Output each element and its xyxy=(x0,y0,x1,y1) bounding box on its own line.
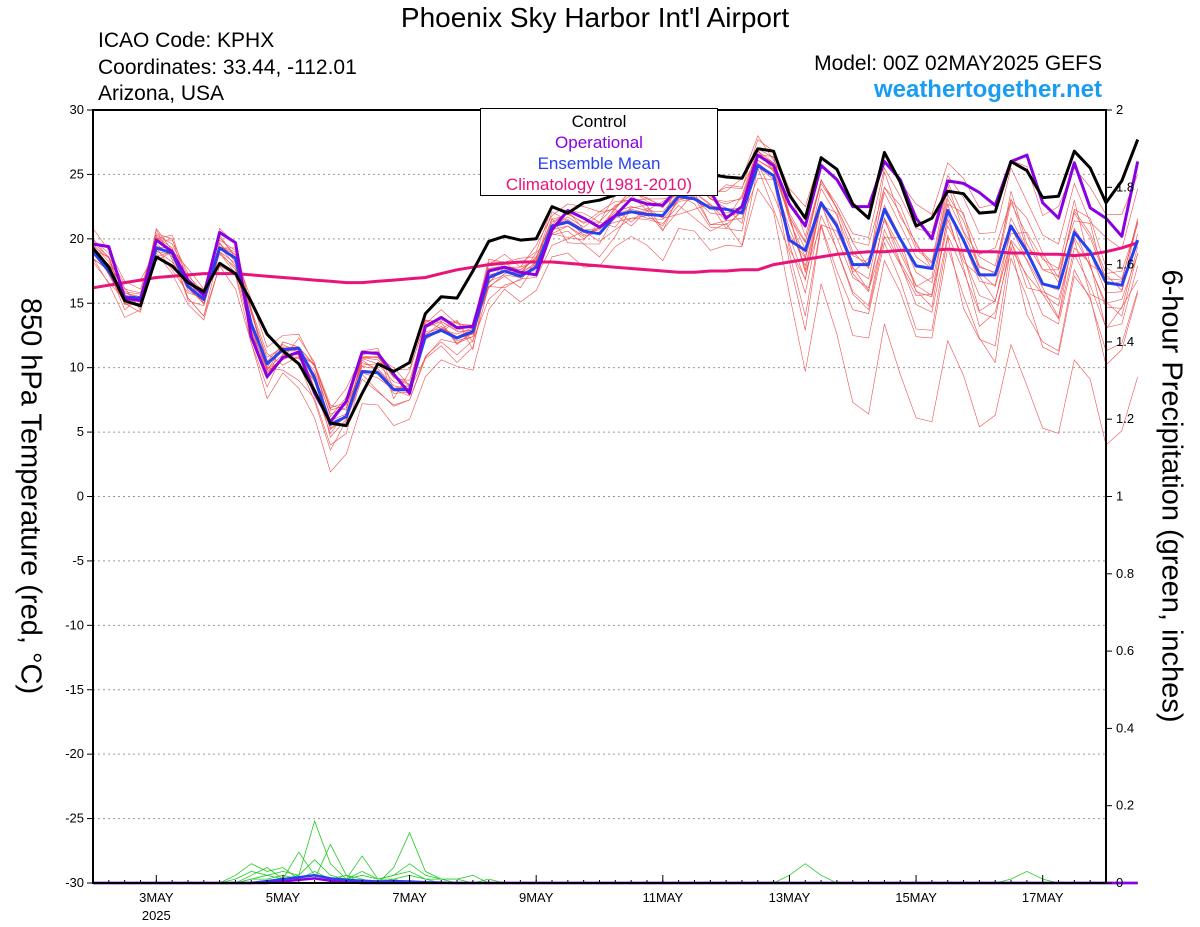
y2-tick-label: 0.8 xyxy=(1116,566,1134,581)
region: Arizona, USA xyxy=(98,82,225,105)
y2-tick-label: 1 xyxy=(1116,489,1123,504)
y2-tick-label: 0.4 xyxy=(1116,720,1134,735)
x-tick-label: 17MAY xyxy=(1022,890,1064,905)
legend: Control Operational Ensemble Mean Climat… xyxy=(480,108,718,196)
y-tick-label: -20 xyxy=(65,746,84,761)
y-tick-label: 25 xyxy=(70,166,84,181)
model-run: Model: 00Z 02MAY2025 GEFS xyxy=(814,52,1102,75)
right-axis: 0 0.2 0.4 0.6 0.8 1 1.2 1.4 1.6 1.8 2 xyxy=(1106,102,1134,890)
y2-tick-label: 1.8 xyxy=(1116,179,1134,194)
y2-tick-label: 1.4 xyxy=(1116,334,1134,349)
y-tick-label: 30 xyxy=(70,102,84,117)
legend-ensemble-mean: Ensemble Mean xyxy=(537,154,661,173)
member-temperature-line xyxy=(92,154,1138,418)
x-tick-label: 11MAY xyxy=(642,890,683,905)
y-tick-label: 5 xyxy=(77,424,84,439)
y-tick-label: -15 xyxy=(65,682,84,697)
coordinates: Coordinates: 33.44, -112.01 xyxy=(98,56,357,79)
y2-tick-label: 0.6 xyxy=(1116,643,1134,658)
x-tick-label: 3MAY xyxy=(139,890,174,905)
member-temperature-line xyxy=(92,166,1138,451)
y2-tick-label: 0.2 xyxy=(1116,798,1134,813)
x-tick-label: 7MAY xyxy=(392,890,427,905)
y2-tick-label: 1.2 xyxy=(1116,411,1134,426)
icao-code: ICAO Code: KPHX xyxy=(98,29,275,52)
y2-tick-label: 2 xyxy=(1116,102,1123,117)
y-tick-label: -30 xyxy=(65,875,84,890)
legend-operational: Operational xyxy=(555,133,643,152)
y-tick-label: 20 xyxy=(70,231,84,246)
y-tick-label: 0 xyxy=(77,489,84,504)
chart-title: Phoenix Sky Harbor Int'l Airport xyxy=(400,2,790,33)
member-temperature-line xyxy=(92,150,1138,411)
legend-climatology: Climatology (1981-2010) xyxy=(505,175,693,194)
y2-tick-label: 1.6 xyxy=(1116,257,1134,272)
member-temperature-line xyxy=(92,187,1138,473)
y2-tick-label: 0 xyxy=(1116,875,1123,890)
x-tick-label: 13MAY xyxy=(769,890,811,905)
y-tick-label: -25 xyxy=(65,811,84,826)
member-temperature-line xyxy=(92,135,1138,410)
x-tick-label: 15MAY xyxy=(895,890,937,905)
x-tick-label: 9MAY xyxy=(519,890,554,905)
y-axis-label-left: 850 hPa Temperature (red, °C) xyxy=(14,297,47,695)
y-axis-label-right: 6-hour Precipitation (green, inches) xyxy=(1155,269,1188,723)
climatology-line xyxy=(92,241,1139,290)
member-temperature-line xyxy=(92,148,1138,429)
left-axis: -30 -25 -20 -15 -10 -5 0 5 10 15 20 25 30 xyxy=(65,102,93,890)
y-tick-label: -5 xyxy=(72,553,84,568)
x-axis: 3MAY 2025 5MAY 7MAY 9MAY 11MAY 13MAY 15MAY 17MAY xyxy=(108,875,1091,923)
x-tick-sublabel: 2025 xyxy=(142,908,171,923)
y-tick-label: 15 xyxy=(70,295,84,310)
y-tick-label: -10 xyxy=(65,617,84,632)
legend-control: Control xyxy=(571,112,627,131)
operational-line xyxy=(92,153,1140,424)
site-link[interactable]: weathertogether.net xyxy=(873,76,1102,103)
y-tick-label: 10 xyxy=(70,360,84,375)
x-tick-label: 5MAY xyxy=(266,890,301,905)
member-temperature-line xyxy=(92,150,1138,411)
